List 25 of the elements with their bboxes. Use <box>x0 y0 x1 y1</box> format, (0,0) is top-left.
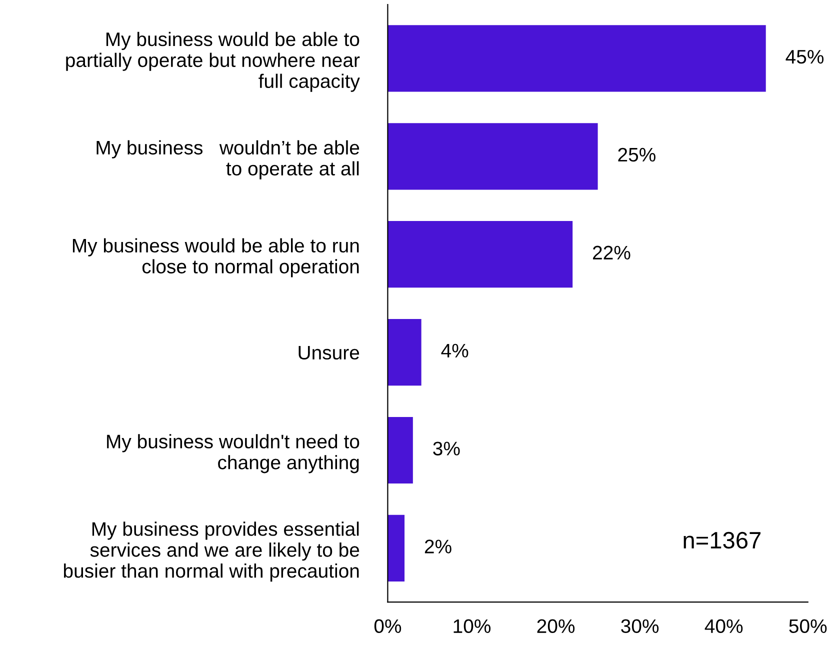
data-label: 2% <box>424 540 452 554</box>
bar <box>388 318 422 386</box>
x-tick-label: 50% <box>789 619 827 634</box>
x-tick-label: 30% <box>621 619 659 634</box>
bar <box>388 514 405 582</box>
bar <box>388 221 573 288</box>
x-tick-label: 20% <box>537 619 575 634</box>
y-tick-label: My business would be able to run close to normal operation <box>72 238 359 278</box>
data-label: 45% <box>786 50 824 64</box>
data-label: 22% <box>593 246 630 260</box>
y-tick-label: My business provides essential services and we are likely to be busier than normal with precaution <box>64 522 360 582</box>
x-tick-label: 40% <box>704 619 743 634</box>
data-label: 25% <box>618 148 656 162</box>
x-tick-label: 10% <box>454 619 491 634</box>
x-tick-label: 0% <box>374 619 402 634</box>
bar <box>388 416 413 484</box>
y-tick-label: My business would be able to partially operate but nowhere near full capacity <box>66 32 360 92</box>
annotation: n=1367 <box>684 532 760 549</box>
bar <box>388 123 598 190</box>
data-label: 3% <box>433 442 460 456</box>
data-label: 4% <box>441 344 468 358</box>
y-tick-label: Unsure <box>298 346 360 360</box>
y-tick-label: My business wouldn’t be able to operate at all <box>96 140 360 180</box>
bar <box>388 25 766 92</box>
y-tick-label: My business wouldn't need to change anything <box>107 434 360 474</box>
